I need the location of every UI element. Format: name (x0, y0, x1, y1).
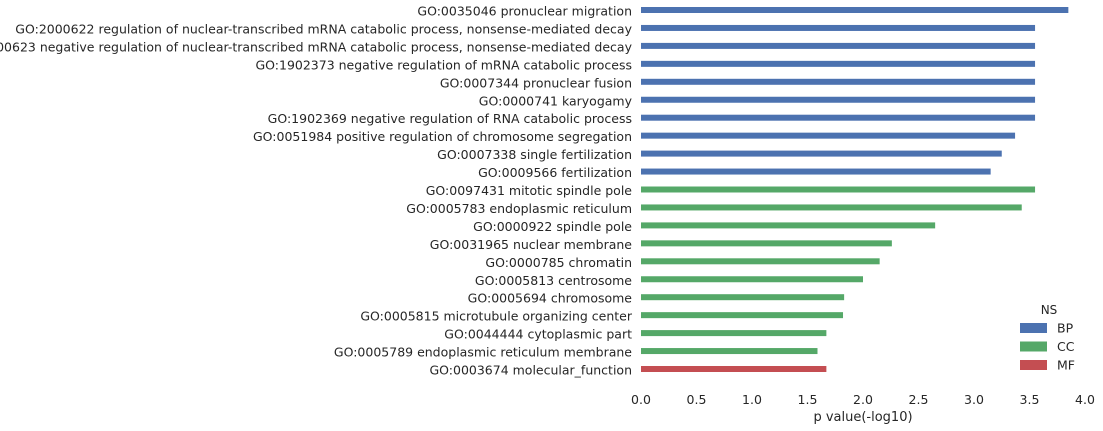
x-tick-label-2: 1.0 (742, 392, 762, 407)
legend-title: NS (1041, 303, 1058, 317)
x-tick-label-4: 2.0 (853, 392, 873, 407)
bar-3 (641, 60, 1036, 67)
category-label-0: GO:0035046 pronuclear migration (417, 4, 632, 19)
bar-6 (641, 114, 1036, 121)
x-tick-label-5: 2.5 (909, 392, 929, 407)
legend-label-cc: CC (1057, 339, 1075, 354)
category-label-15: GO:0005813 centrosome (475, 273, 632, 288)
bar-11 (641, 204, 1022, 211)
legend-label-mf: MF (1057, 358, 1075, 373)
x-tick-label-6: 3.0 (964, 392, 984, 407)
bar-8 (641, 150, 1002, 157)
legend: NS BP CC MF (1020, 303, 1075, 373)
bar-19 (641, 348, 818, 355)
bar-0 (641, 7, 1069, 13)
bar-1 (641, 24, 1036, 31)
x-tick-label-3: 1.5 (798, 392, 818, 407)
category-label-17: GO:0005815 microtubule organizing center (360, 309, 633, 324)
bar-10 (641, 186, 1036, 193)
category-label-19: GO:0005789 endoplasmic reticulum membran… (334, 345, 632, 360)
category-label-18: GO:0044444 cytoplasmic part (444, 327, 632, 342)
bar-18 (641, 330, 827, 337)
bar-14 (641, 258, 880, 265)
category-label-3: GO:1902373 negative regulation of mRNA c… (255, 57, 632, 72)
bar-5 (641, 96, 1036, 103)
category-label-6: GO:1902369 negative regulation of RNA ca… (268, 111, 632, 126)
category-label-10: GO:0097431 mitotic spindle pole (426, 183, 633, 198)
category-label-20: GO:0003674 molecular_function (429, 363, 632, 378)
category-label-12: GO:0000922 spindle pole (473, 219, 632, 234)
legend-swatch-mf (1020, 360, 1047, 370)
x-tick-label-7: 3.5 (1020, 392, 1040, 407)
bar-15 (641, 276, 863, 283)
category-label-8: GO:0007338 single fertilization (437, 147, 632, 162)
bar-7 (641, 132, 1016, 139)
bar-12 (641, 222, 936, 229)
category-label-9: GO:0009566 fertilization (478, 165, 632, 180)
bar-9 (641, 168, 991, 175)
x-tick-label-0: 0.0 (631, 392, 651, 407)
category-label-11: GO:0005783 endoplasmic reticulum (406, 201, 632, 216)
category-label-16: GO:0005694 chromosome (468, 291, 633, 306)
x-axis-ticks: 0.0 0.5 1.0 1.5 2.0 2.5 3.0 3.5 4.0 (631, 392, 1095, 407)
bar-17 (641, 312, 844, 319)
bar-2 (641, 42, 1036, 49)
x-axis-label: p value(-log10) (813, 410, 912, 425)
category-label-1: GO:2000622 regulation of nuclear-transcr… (15, 21, 632, 36)
category-label-7: GO:0051984 positive regulation of chromo… (253, 129, 632, 144)
category-label-2: GO:2000623 negative regulation of nuclea… (0, 39, 633, 54)
x-tick-label-1: 0.5 (687, 392, 707, 407)
legend-swatch-bp (1020, 323, 1047, 333)
bar-16 (641, 294, 845, 301)
category-label-5: GO:0000741 karyogamy (479, 93, 633, 108)
category-label-14: GO:0000785 chromatin (485, 255, 632, 270)
bars (641, 7, 1069, 372)
legend-swatch-cc (1020, 341, 1047, 352)
bar-4 (641, 78, 1036, 85)
category-label-4: GO:0007344 pronuclear fusion (440, 75, 632, 90)
category-label-13: GO:0031965 nuclear membrane (430, 237, 633, 252)
x-tick-label-8: 4.0 (1075, 392, 1095, 407)
bar-20 (641, 366, 827, 372)
legend-label-bp: BP (1057, 321, 1074, 336)
bar-13 (641, 240, 892, 247)
category-labels: GO:0035046 pronuclear migration GO:200062… (0, 4, 633, 378)
